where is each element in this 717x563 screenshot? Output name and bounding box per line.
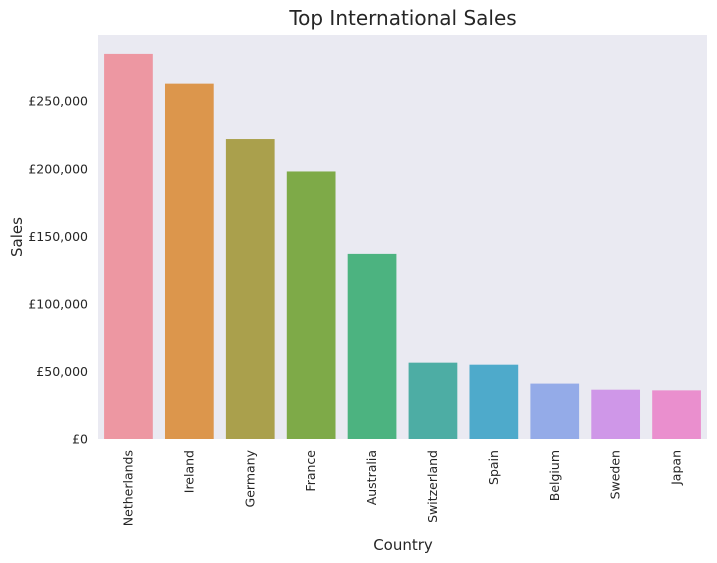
bar-ireland [164, 83, 214, 439]
x-tick-label: Sweden [608, 450, 623, 499]
x-tick-label: Germany [242, 449, 257, 507]
bars-group [104, 53, 701, 440]
x-tick-label: Switzerland [425, 450, 440, 523]
y-tick-label: £50,000 [36, 364, 88, 379]
bar-spain [469, 364, 519, 439]
bar-belgium [530, 383, 580, 439]
y-axis-label: Sales [8, 217, 26, 257]
y-tick-label: £250,000 [28, 94, 88, 109]
x-tick-label: Netherlands [120, 450, 135, 526]
y-tick-labels: £0 £50,000 £100,000 £150,000 £200,000 £250,00… [28, 94, 88, 447]
bar-switzerland [408, 362, 458, 439]
bar-australia [347, 253, 397, 439]
bar-sweden [591, 389, 641, 439]
x-axis-label: Country [373, 536, 433, 554]
x-tick-label: Belgium [547, 450, 562, 501]
y-tick-label: £100,000 [28, 296, 88, 311]
x-tick-label: France [303, 450, 318, 492]
y-tick-label: £150,000 [28, 229, 88, 244]
bar-germany [225, 139, 275, 439]
bar-france [286, 171, 336, 439]
x-tick-label: Japan [669, 450, 684, 486]
y-tick-label: £200,000 [28, 161, 88, 176]
bar-netherlands [104, 53, 153, 440]
chart-title: Top International Sales [288, 6, 516, 30]
bar-japan [652, 390, 701, 439]
x-tick-label: Australia [364, 450, 379, 505]
y-tick-label: £0 [72, 432, 88, 447]
x-tick-label: Ireland [181, 450, 196, 493]
x-tick-label: Spain [486, 450, 501, 485]
x-tick-labels: Netherlands Ireland Germany France Australia… [120, 449, 683, 526]
